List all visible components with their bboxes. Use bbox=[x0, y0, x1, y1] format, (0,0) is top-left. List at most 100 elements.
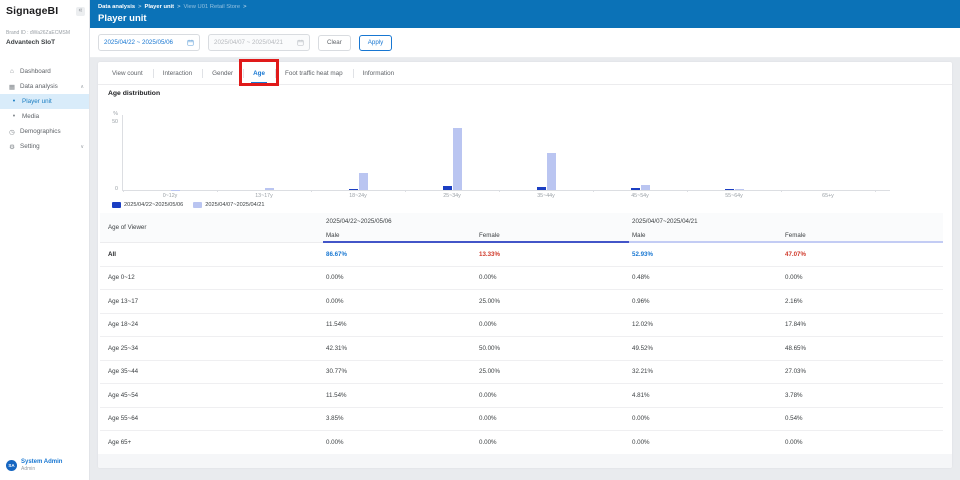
legend-label: 2025/04/07~2025/04/21 bbox=[205, 202, 265, 208]
tab-interaction[interactable]: Interaction bbox=[152, 62, 202, 84]
row-label: Age 13~17 bbox=[108, 297, 139, 305]
age-distribution-chart: Age distribution % 50 0 0~12y 13~17y 18~24… bbox=[98, 85, 952, 213]
apply-button[interactable]: Apply bbox=[358, 34, 393, 51]
sidebar-item-player-unit[interactable]: • Player unit bbox=[0, 94, 89, 109]
tab-information[interactable]: Information bbox=[352, 62, 405, 84]
tab-bar: View count Interaction Gender Age Foot traff… bbox=[98, 59, 952, 86]
column-header-male-group1: Male bbox=[323, 229, 476, 243]
breadcrumb-item-view-u01-retail-store[interactable]: View U01 Retail Store bbox=[183, 4, 241, 10]
page-title: Player unit bbox=[98, 13, 147, 24]
legend-item-series1: 2025/04/22~2025/05/06 bbox=[112, 202, 183, 208]
cell-age-18-24-female-group2: 17.84% bbox=[785, 321, 806, 329]
home-icon: ⌂ bbox=[10, 68, 14, 75]
sidebar-item-label: Setting bbox=[20, 143, 40, 150]
bar-18-24y-series2 bbox=[358, 172, 368, 190]
cell-age-35-44-female-group2: 27.03% bbox=[785, 368, 806, 376]
x-tick-label-0-12y: 0~12y bbox=[162, 193, 178, 199]
user-name: System Admin bbox=[21, 459, 63, 465]
legend-swatch bbox=[112, 202, 121, 208]
breadcrumb: Data analysis > Player unit > View U01 Retai… bbox=[98, 4, 952, 10]
tab-foot-traffic-heat-map[interactable]: Foot traffic heat map bbox=[275, 62, 353, 84]
cell-age-45-54-male-group2: 4.81% bbox=[632, 391, 650, 399]
cell-age-25-34-male-group1: 42.31% bbox=[326, 344, 347, 352]
chart-plot: 0~12y 13~17y 18~24y 25~34y 35~44y 45~54y 55~64… bbox=[122, 85, 890, 199]
table-row-age-55-64: Age 55~64 3.85% 0.00% 0.00% 0.54% bbox=[100, 408, 943, 431]
cell-age-65-male-group1: 0.00% bbox=[326, 438, 344, 446]
clear-button[interactable]: Clear bbox=[318, 34, 351, 51]
cell-all-female-group2: 47.07% bbox=[785, 250, 806, 258]
age-table-header: Age of Viewer 2025/04/22~2025/05/06 Male F… bbox=[100, 213, 943, 243]
sidebar-collapse-icon[interactable]: « bbox=[76, 6, 85, 16]
date-range-input-primary[interactable]: 2025/04/22 ~ 2025/05/06 bbox=[98, 34, 200, 51]
table-row-age-45-54: Age 45~54 11.54% 0.00% 4.81% 3.78% bbox=[100, 384, 943, 408]
sidebar-item-label: Dashboard bbox=[20, 68, 51, 75]
chart-legend: 2025/04/22~2025/05/06 2025/04/07~2025/04/… bbox=[112, 202, 265, 208]
breadcrumb-separator: > bbox=[177, 4, 181, 10]
bar-18-24y-series1 bbox=[348, 188, 358, 190]
table-row-age-25-34: Age 25~34 42.31% 50.00% 49.52% 48.65% bbox=[100, 337, 943, 361]
row-label: Age 25~34 bbox=[108, 344, 139, 352]
tab-age[interactable]: Age bbox=[239, 59, 280, 86]
y-axis-unit: % bbox=[113, 111, 118, 117]
date-range-primary-value: 2025/04/22 ~ 2025/05/06 bbox=[104, 39, 173, 46]
x-axis-tick bbox=[311, 190, 312, 192]
column-header-female-group1: Female bbox=[476, 229, 629, 243]
bar-45-54y-series2 bbox=[640, 184, 650, 190]
tab-label: Interaction bbox=[162, 69, 193, 77]
y-axis-tick-0: 0 bbox=[115, 186, 118, 192]
sidebar-item-label: Data analysis bbox=[20, 83, 58, 90]
cell-age-65-male-group2: 0.00% bbox=[632, 438, 650, 446]
row-label: Age 0~12 bbox=[108, 274, 135, 282]
sidebar-item-setting[interactable]: ⚙ Setting ∨ bbox=[0, 139, 89, 154]
cell-age-55-64-male-group2: 0.00% bbox=[632, 415, 650, 423]
x-tick-label-35-44y: 35~44y bbox=[537, 193, 555, 199]
x-tick-label-25-34y: 25~34y bbox=[443, 193, 461, 199]
row-label: All bbox=[108, 250, 116, 258]
breadcrumb-item-player-unit[interactable]: Player unit bbox=[144, 4, 175, 10]
tab-gender[interactable]: Gender bbox=[202, 62, 243, 84]
dot-icon: • bbox=[12, 98, 16, 105]
card-footer bbox=[98, 454, 952, 468]
sidebar-item-label: Demographics bbox=[20, 128, 61, 135]
x-axis-tick bbox=[405, 190, 406, 192]
table-row-all: All 86.67% 13.33% 52.93% 47.07% bbox=[100, 243, 943, 267]
sidebar-item-data-analysis[interactable]: ▦ Data analysis ∧ bbox=[0, 79, 89, 94]
bar-55-64y-series2 bbox=[734, 189, 744, 190]
y-axis-tick-50: 50 bbox=[112, 119, 118, 125]
breadcrumb-separator: > bbox=[243, 4, 247, 10]
bar-25-34y-series1 bbox=[442, 186, 452, 190]
calendar-icon bbox=[297, 39, 304, 46]
breadcrumb-separator: > bbox=[138, 4, 142, 10]
chart-title: Age distribution bbox=[108, 90, 161, 97]
row-label: Age 35~44 bbox=[108, 368, 139, 376]
x-axis-tick bbox=[217, 190, 218, 192]
sidebar-item-media[interactable]: • Media bbox=[0, 109, 89, 124]
user-block[interactable]: SA System Admin Admin bbox=[0, 459, 90, 472]
cell-age-13-17-female-group1: 25.00% bbox=[479, 297, 500, 305]
cell-age-0-12-male-group1: 0.00% bbox=[326, 274, 344, 282]
date-toolbar: 2025/04/22 ~ 2025/05/06 2025/04/07 ~ 202… bbox=[90, 28, 960, 58]
date-range-input-compare[interactable]: 2025/04/07 ~ 2025/04/21 bbox=[208, 34, 310, 51]
date-range-compare-value: 2025/04/07 ~ 2025/04/21 bbox=[214, 39, 283, 46]
cell-age-65-female-group2: 0.00% bbox=[785, 438, 803, 446]
x-tick-label-65-y: 65+y bbox=[822, 193, 834, 199]
x-tick-label-45-54y: 45~54y bbox=[631, 193, 649, 199]
bar-45-54y-series1 bbox=[630, 188, 640, 190]
tab-label: Information bbox=[362, 69, 395, 77]
bar-13-17y-series2 bbox=[264, 188, 274, 190]
cell-age-13-17-female-group2: 2.16% bbox=[785, 297, 803, 305]
sidebar-item-demographics[interactable]: ◷ Demographics bbox=[0, 124, 89, 139]
table-row-age-0-12: Age 0~12 0.00% 0.00% 0.48% 0.00% bbox=[100, 267, 943, 290]
cell-all-female-group1: 13.33% bbox=[479, 250, 500, 258]
legend-label: 2025/04/22~2025/05/06 bbox=[124, 202, 184, 208]
sidebar-item-label: Media bbox=[22, 113, 40, 120]
tab-view-count[interactable]: View count bbox=[102, 62, 153, 84]
cell-age-35-44-male-group1: 30.77% bbox=[326, 368, 347, 376]
row-label: Age 18~24 bbox=[108, 321, 139, 329]
cell-age-45-54-female-group2: 3.78% bbox=[785, 391, 803, 399]
cell-age-45-54-male-group1: 11.54% bbox=[326, 391, 347, 399]
breadcrumb-item-data-analysis[interactable]: Data analysis bbox=[98, 4, 136, 10]
sidebar-item-dashboard[interactable]: ⌂ Dashboard bbox=[0, 64, 89, 79]
table-row-age-18-24: Age 18~24 11.54% 0.00% 12.02% 17.84% bbox=[100, 314, 943, 337]
